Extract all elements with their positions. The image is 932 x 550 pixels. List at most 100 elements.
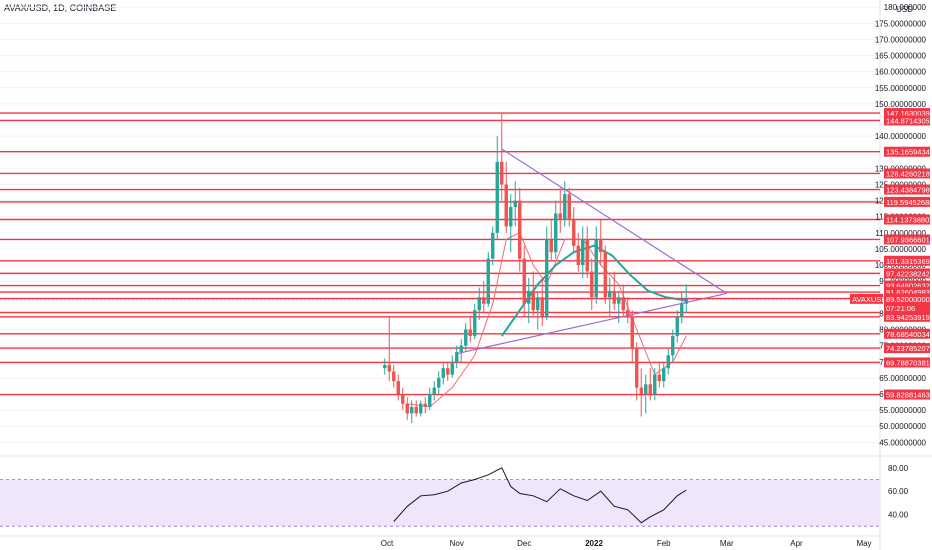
level-label: 83.94253919 [886, 313, 930, 322]
level-label-box [884, 115, 930, 126]
grid [0, 6, 880, 443]
candle [594, 226, 598, 304]
candle-body [432, 387, 436, 394]
candle [405, 397, 409, 420]
price-axis-label: 170.00000000 [875, 35, 927, 44]
price-axis-label: 160.00000000 [875, 68, 927, 77]
candle-body [563, 194, 567, 220]
candle [621, 284, 625, 317]
level-label: 147.16300392 [886, 109, 932, 118]
candle [410, 400, 414, 423]
candle [653, 368, 657, 401]
price-axis-label: 155.00000000 [875, 84, 927, 93]
candle-body [473, 310, 477, 336]
candle-body [477, 297, 481, 311]
candle-body [662, 368, 666, 382]
candle-body [401, 393, 405, 404]
candle-body [558, 213, 562, 220]
candle-body [486, 258, 490, 304]
candle [558, 187, 562, 233]
countdown-label: 07:21:06 [886, 304, 915, 313]
price-axis-label: 175.00000000 [875, 19, 927, 28]
level-label: 107.93666013 [886, 235, 932, 244]
candle [518, 187, 522, 272]
candle [477, 287, 481, 320]
chart-title: AVAX/USD, 1D, COINBASE [4, 3, 117, 13]
price-axis-label: 50.00000000 [879, 422, 926, 431]
price-axis: 180.000000 175.00000000 170.00000000 165.00… [875, 3, 927, 447]
price-axis-label: 140.00000000 [875, 132, 927, 141]
price-axis-label: 65.00000000 [879, 374, 926, 383]
candle [680, 290, 684, 324]
candle [531, 271, 535, 317]
level-label-box [884, 389, 930, 400]
level-label-box [884, 280, 930, 291]
candle [423, 397, 427, 414]
rsi-axis-label: 40.00 [888, 511, 909, 520]
symbol-tag-box [850, 293, 883, 304]
level-label-box [884, 343, 930, 354]
candle [581, 226, 585, 278]
candle-body [585, 239, 589, 272]
candle [540, 277, 544, 327]
level-label: 114.13738802 [886, 216, 932, 225]
candle-body [540, 297, 544, 317]
level-label: 144.87143057 [886, 116, 932, 125]
level-label-box [884, 255, 930, 266]
last-price-label: 89.52000000 [886, 295, 930, 304]
candle [450, 355, 454, 378]
candle [464, 323, 468, 353]
currency-label: USD [896, 5, 913, 14]
candle [387, 316, 391, 382]
candle-body [576, 245, 580, 266]
last-price-box [884, 293, 930, 313]
candle [639, 368, 643, 417]
candle [396, 374, 400, 401]
candle [590, 258, 594, 311]
candle-body [504, 184, 508, 227]
candle [635, 342, 639, 401]
candle [554, 200, 558, 259]
candle-body [464, 329, 468, 346]
time-axis-label: Nov [450, 539, 464, 548]
rsi-band [0, 479, 880, 527]
candle-body [639, 387, 643, 394]
candle [491, 226, 495, 266]
level-label-box [884, 328, 930, 339]
candle [536, 290, 540, 330]
candle-body [603, 252, 607, 298]
candle [657, 361, 661, 388]
level-label: 78.68540034 [886, 330, 930, 339]
candle-body [567, 194, 571, 220]
candle-body [630, 316, 634, 349]
candle-body [423, 403, 427, 407]
candle [671, 329, 675, 362]
candle-body [468, 329, 472, 336]
candle [468, 316, 472, 343]
candle-body [482, 297, 486, 304]
candle-body [680, 303, 684, 317]
candle-body [554, 213, 558, 253]
candle-body [675, 316, 679, 336]
candle [608, 277, 612, 317]
level-label: 128.42602184 [886, 169, 932, 178]
level-label: 119.59452688 [886, 198, 932, 207]
level-label: 93.64802632 [886, 282, 930, 291]
candle-body [653, 374, 657, 394]
candle-body [387, 364, 391, 372]
candle-body [500, 161, 504, 185]
candle-body [437, 377, 441, 388]
candle-body [549, 239, 553, 253]
candle-body [648, 384, 652, 394]
rsi-axis-label: 80.00 [888, 464, 909, 473]
candle [383, 358, 387, 375]
level-label: 101.33153695 [886, 257, 932, 266]
level-label-box [884, 196, 930, 207]
price-axis-label: 150.00000000 [875, 100, 927, 109]
candle-body [644, 384, 648, 394]
candle-body [657, 374, 661, 382]
time-axis-label: Feb [657, 539, 671, 548]
symbol-tag: AVAXUSD [852, 295, 887, 304]
candle-body [684, 298, 688, 304]
